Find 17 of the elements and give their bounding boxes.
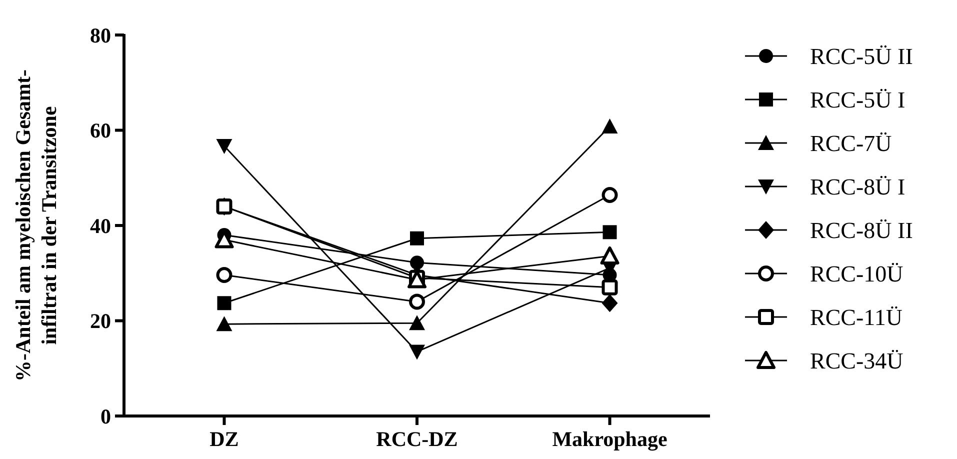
legend-label: RCC-34Ü — [810, 348, 904, 374]
y-tick-label: 40 — [90, 214, 111, 238]
y-tick-label: 60 — [90, 118, 111, 143]
y-axis-title: %-Anteil am myeloischen Gesamt- infiltrat in der Transitzone — [11, 69, 61, 382]
legend-label: RCC-10Ü — [810, 262, 904, 287]
legend-label: RCC-7Ü — [810, 131, 892, 156]
y-tick-label: 20 — [90, 309, 111, 334]
y-tick-label: 80 — [90, 23, 111, 48]
legend-label: RCC-5Ü II — [810, 44, 913, 70]
legend-label: RCC-8Ü I — [810, 174, 906, 200]
x-tick-label: RCC-DZ — [376, 427, 458, 451]
x-tick-label: DZ — [210, 427, 239, 451]
x-tick-label: Makrophage — [552, 427, 668, 451]
legend-label: RCC-11Ü — [810, 305, 903, 330]
legend-label: RCC-5Ü I — [810, 88, 906, 113]
legend-label: RCC-8Ü II — [810, 218, 913, 244]
y-tick-label: 0 — [100, 404, 111, 428]
